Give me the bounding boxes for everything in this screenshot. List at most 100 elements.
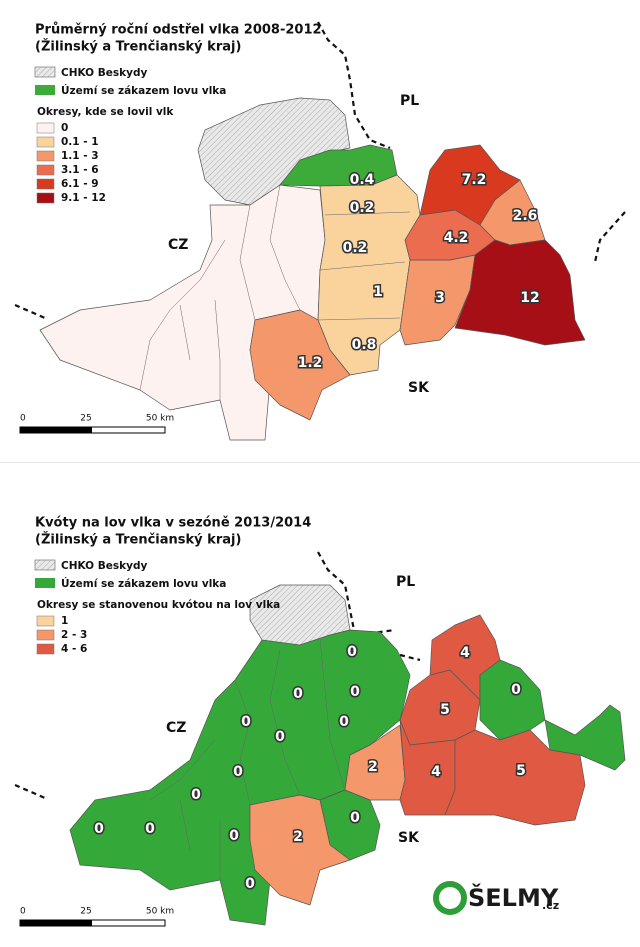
legend-swatch	[36, 136, 55, 148]
map-title: Průměrný roční odstřel vlka 2008-2012	[35, 23, 322, 38]
legend-swatch	[36, 629, 55, 641]
scale-bar	[20, 427, 92, 433]
district-label: 0	[293, 686, 303, 702]
scale-label: 50 km	[146, 907, 174, 917]
legend-swatch	[36, 164, 55, 176]
legend-swatch	[34, 559, 56, 571]
district-label: 0	[145, 821, 155, 837]
country-label: PL	[400, 93, 419, 109]
legend-swatch	[35, 85, 55, 95]
legend-label: 0	[61, 122, 68, 134]
state-border	[14, 303, 46, 320]
legend-swatch	[36, 150, 55, 162]
map-title: (Žilinský a Trenčianský kraj)	[35, 39, 241, 55]
scale-bar	[20, 920, 92, 926]
district-label: 4	[431, 764, 441, 780]
legend-label: 0.1 - 1	[61, 136, 99, 148]
legend-label: 1.1 - 3	[61, 150, 99, 162]
legend-label: 3.1 - 6	[61, 164, 99, 176]
district-border	[149, 639, 346, 880]
district	[249, 309, 351, 421]
district-label: 0	[191, 787, 201, 803]
legend-label: 2 - 3	[61, 629, 87, 641]
legend-label: 6.1 - 9	[61, 178, 99, 190]
district-label: 0	[347, 644, 357, 660]
country-label: CZ	[166, 720, 186, 736]
legend-label: 1	[61, 615, 68, 627]
district-label: 0	[275, 729, 285, 745]
district-label: 2.6	[513, 208, 538, 224]
district-label: 0.2	[343, 240, 368, 256]
scale-label: 50 km	[146, 414, 174, 424]
district-label: 4.2	[444, 230, 469, 246]
district	[419, 144, 521, 226]
scale-label: 25	[80, 907, 91, 917]
district	[429, 614, 501, 701]
logo-mark	[433, 881, 467, 915]
scale-label: 0	[20, 414, 26, 424]
district-label: 0	[511, 682, 521, 698]
district	[249, 794, 351, 906]
legend-title: Okresy, kde se lovil vlk	[37, 106, 174, 118]
logo-domain: .cz	[542, 899, 559, 912]
legend-label: CHKO Beskydy	[61, 560, 147, 572]
map-title: Kvóty na lov vlka v sezóně 2013/2014	[35, 516, 311, 531]
legend-swatch	[36, 122, 55, 134]
legend-swatch	[36, 615, 55, 627]
district-border	[317, 211, 411, 321]
legend-label: 4 - 6	[61, 643, 87, 655]
district-label: 2	[293, 829, 303, 845]
divider	[0, 462, 640, 463]
legend-label: Území se zákazem lovu vlka	[61, 84, 226, 97]
district-label: 0	[229, 828, 239, 844]
state-border	[317, 21, 391, 150]
district-label: 0	[350, 684, 360, 700]
legend-title: Okresy se stanovenou kvótou na lov vlka	[37, 599, 280, 611]
logo-name: ŠELMY	[468, 882, 559, 912]
no-hunting-zone	[479, 659, 546, 741]
state-border	[14, 783, 46, 800]
scale-label: 0	[20, 907, 26, 917]
state-border	[593, 211, 626, 263]
legend-label: Území se zákazem lovu vlka	[61, 577, 226, 590]
district-label: 0	[233, 764, 243, 780]
map-panel: Kvóty na lov vlka v sezóně 2013/2014(Žil…	[14, 516, 626, 927]
scale-label: 25	[80, 414, 91, 424]
legend-swatch	[36, 178, 55, 190]
district-label: 1	[373, 284, 383, 300]
district-label: 1.2	[298, 355, 323, 371]
district-label: 0	[245, 876, 255, 892]
district-label: 5	[440, 702, 450, 718]
district-label: 0.2	[350, 200, 375, 216]
district-label: 5	[516, 763, 526, 779]
district	[454, 239, 586, 346]
district-label: 7.2	[462, 172, 487, 188]
district-label: 4	[460, 645, 470, 661]
district-label: 3	[435, 290, 445, 306]
district-label: 0.8	[352, 337, 377, 353]
district-label: 2	[368, 759, 378, 775]
state-border	[399, 653, 421, 662]
legend-swatch	[34, 66, 56, 78]
country-label: PL	[396, 574, 415, 590]
legend-swatch	[36, 643, 55, 655]
country-label: CZ	[168, 237, 188, 253]
district-label: 0	[350, 810, 360, 826]
district	[317, 174, 421, 376]
district	[444, 729, 586, 826]
country-label: SK	[408, 380, 430, 396]
map-title: (Žilinský a Trenčianský kraj)	[35, 532, 241, 548]
district-border	[139, 184, 301, 400]
district-label: 0	[241, 714, 251, 730]
legend-label: 9.1 - 12	[61, 192, 106, 204]
legend-swatch	[35, 578, 55, 588]
legend-label: CHKO Beskydy	[61, 67, 147, 79]
map-panel: Průměrný roční odstřel vlka 2008-2012(Ži…	[0, 21, 640, 463]
district-label: 0.4	[350, 172, 375, 188]
legend-swatch	[36, 192, 55, 204]
district-label: 0	[339, 714, 349, 730]
district-label: 12	[520, 290, 539, 306]
country-label: SK	[398, 830, 420, 846]
district-label: 0	[94, 821, 104, 837]
